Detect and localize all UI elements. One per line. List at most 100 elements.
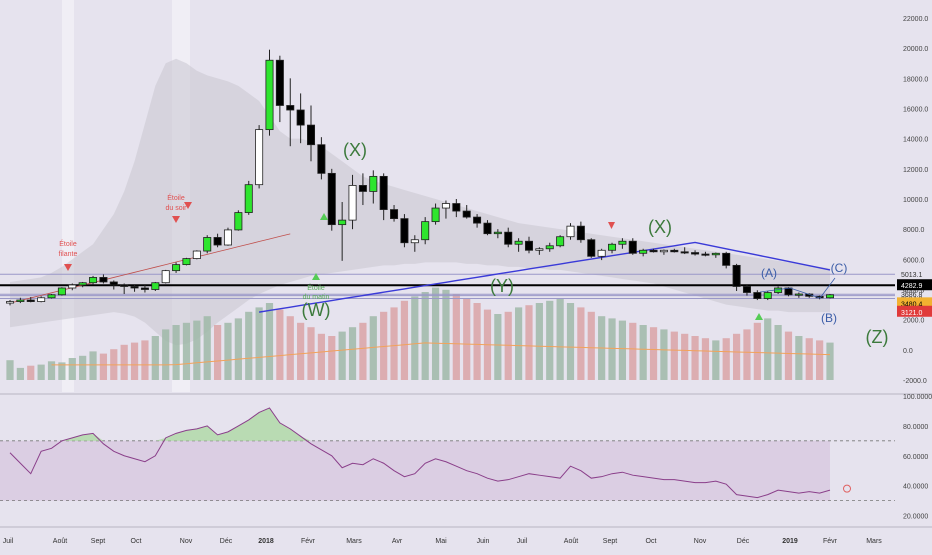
y-tick-label: 10000.0 <box>903 197 928 204</box>
candle-body <box>151 282 160 290</box>
annotation-morning-star: Étoile <box>307 283 325 292</box>
candle-body <box>659 249 668 253</box>
volume-bar <box>525 305 533 380</box>
candle-body <box>722 252 731 266</box>
volume-bar <box>234 318 242 380</box>
candle-body <box>670 249 679 253</box>
volume-bar <box>816 340 824 380</box>
x-tick-label: Août <box>564 538 578 545</box>
candle-body <box>576 225 585 241</box>
volume-bar <box>317 333 325 380</box>
candle-body <box>286 105 295 111</box>
volume-bar <box>37 364 45 380</box>
candle-body <box>535 248 544 251</box>
volume-bar <box>629 322 637 380</box>
candle-body <box>78 282 87 286</box>
annotation-shooting-star-2: filante <box>59 251 78 258</box>
volume-bar <box>442 289 450 380</box>
volume-bar <box>58 362 66 380</box>
volume-bar <box>712 340 720 380</box>
x-tick-label: Déc <box>737 538 750 545</box>
volume-bar <box>328 336 336 380</box>
rsi-tick-label: 80.0000 <box>903 424 928 431</box>
annotation-arrow-up <box>320 213 328 220</box>
elliott-wave-label: (A) <box>761 266 777 280</box>
moving-average-orange <box>51 342 831 366</box>
volume-bar <box>473 303 481 380</box>
x-tick-label: Juil <box>3 538 14 545</box>
candle-body <box>68 284 77 289</box>
volume-bar <box>68 358 76 380</box>
volume-bar <box>162 329 170 380</box>
volume-bar <box>27 365 35 380</box>
volume-bar <box>297 322 305 380</box>
candle-body <box>213 237 222 246</box>
annotation-evening-star-2: du soir <box>165 205 187 212</box>
annotation-shooting-star: Étoile <box>59 239 77 248</box>
abc-wave-line <box>759 277 836 299</box>
volume-bar <box>639 325 647 380</box>
y-tick-label: 6000.0 <box>903 257 925 264</box>
rsi-overbought-fill <box>10 407 830 441</box>
candle-body <box>16 299 25 302</box>
price-label: 5013.1 <box>901 272 923 279</box>
volume-bar <box>213 325 222 380</box>
volume-bar <box>566 303 575 380</box>
candle-body <box>473 216 482 224</box>
price-label-box <box>897 279 932 291</box>
candle-body <box>410 239 419 244</box>
candle-body <box>711 252 720 256</box>
candle-body <box>514 240 523 245</box>
x-tick-label: Oct <box>646 538 657 545</box>
volume-bar <box>608 318 616 380</box>
candle-body <box>244 184 253 213</box>
candle-body <box>763 292 772 299</box>
volume-bar <box>359 322 367 380</box>
volume-bar <box>338 331 346 380</box>
volume-bar <box>265 303 274 380</box>
candle-body <box>493 231 502 235</box>
y-tick-label: 14000.0 <box>903 137 928 144</box>
volatility-envelope <box>10 58 830 346</box>
volume-bar <box>660 329 668 380</box>
x-tick-label: 2018 <box>258 538 274 545</box>
y-tick-label: 16000.0 <box>903 107 928 114</box>
candle-body <box>680 251 689 254</box>
candle-body <box>348 185 357 221</box>
candle-body <box>784 287 793 296</box>
volume-bar <box>193 320 201 380</box>
candle-body <box>390 209 399 220</box>
rsi-tick-label: 40.0000 <box>903 484 928 491</box>
volume-bar <box>691 336 699 380</box>
rsi-line <box>9 407 831 499</box>
rsi-tick-label: 60.0000 <box>903 454 928 461</box>
x-tick-label: Mai <box>435 538 447 545</box>
candle-body <box>524 240 533 251</box>
volume-bar <box>47 361 56 380</box>
volume-bar <box>649 327 658 380</box>
candle-body <box>99 277 108 283</box>
candle-body <box>172 264 181 272</box>
elliott-wave-label: (Y) <box>490 276 514 296</box>
candle-body <box>379 175 388 210</box>
x-tick-label: Juil <box>517 538 528 545</box>
candle-body <box>130 286 139 289</box>
elliott-wave-label: (B) <box>821 311 837 325</box>
candle-body <box>358 185 367 192</box>
y-tick-label: 2000.0 <box>903 318 925 325</box>
candle-body <box>691 252 700 255</box>
volume-bar <box>618 320 627 380</box>
volume-bar <box>670 331 678 380</box>
candle-body <box>57 287 66 296</box>
x-tick-label: Août <box>53 538 67 545</box>
price-label: 3480.4 <box>901 301 923 308</box>
volume-bar <box>494 314 502 380</box>
volume-bar <box>6 360 14 380</box>
volume-bar <box>535 303 543 380</box>
volume-bar <box>130 342 139 380</box>
highlight-band <box>62 0 74 392</box>
y-tick-label: -2000.0 <box>903 378 927 385</box>
x-tick-label: Févr <box>301 538 316 545</box>
